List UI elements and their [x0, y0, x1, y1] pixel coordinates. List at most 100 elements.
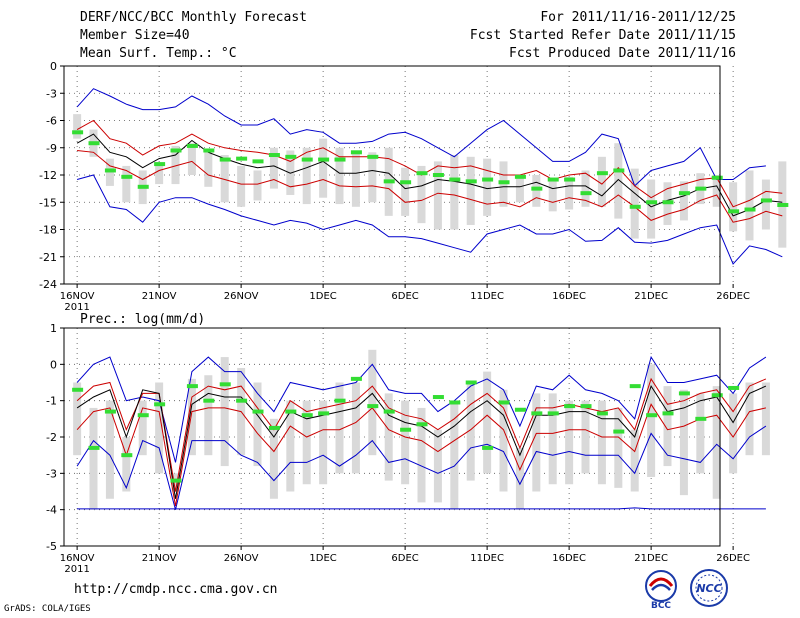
observed-marker: [236, 156, 248, 161]
observed-marker: [678, 391, 690, 396]
observed-marker: [449, 177, 461, 182]
precipitation-max-line: [76, 355, 767, 463]
ensemble-box: [450, 155, 459, 230]
ensemble-box: [532, 393, 541, 492]
x-tick-label: 1DEC: [309, 553, 336, 564]
x-tick-label: 26DEC: [716, 291, 750, 302]
observed-marker: [334, 157, 346, 162]
observed-marker: [137, 184, 149, 189]
observed-marker: [514, 407, 526, 412]
observed-marker: [432, 173, 444, 177]
observed-marker: [580, 404, 592, 409]
observed-marker: [531, 186, 543, 191]
observed-marker: [596, 411, 608, 416]
ensemble-box: [138, 400, 147, 456]
observed-marker: [646, 413, 658, 418]
x-tick-label: 21NOV: [142, 553, 177, 564]
observed-marker: [728, 385, 740, 390]
x-tick-label: 11DEC: [470, 553, 504, 564]
observed-marker: [88, 141, 100, 146]
ensemble-box: [351, 152, 360, 207]
observed-marker: [154, 402, 166, 407]
ensemble-box: [499, 389, 508, 492]
temperature-q75-line: [76, 119, 783, 208]
observed-marker: [383, 179, 395, 184]
observed-marker: [596, 171, 608, 176]
observed-marker: [629, 204, 641, 209]
ensemble-box: [237, 165, 246, 207]
chart-title: DERF/NCC/BCC Monthly Forecast: [80, 10, 307, 25]
ncc-logo-text: NCC: [696, 582, 721, 595]
ensemble-box: [761, 382, 770, 456]
ensemble-box: [253, 382, 262, 467]
y-tick-label: -12: [39, 169, 57, 182]
y-tick-label: -5: [46, 540, 57, 553]
ensemble-box: [417, 165, 426, 224]
ensemble-box: [319, 138, 328, 198]
y-tick-label: -15: [39, 196, 57, 209]
observed-marker: [498, 400, 510, 405]
observed-marker: [219, 382, 231, 387]
observed-marker: [104, 409, 116, 414]
precip-title: Prec.: log(mm/d): [80, 312, 205, 327]
ensemble-box: [368, 152, 377, 203]
observed-marker: [72, 130, 84, 135]
ensemble-box: [581, 170, 590, 207]
ensemble-box: [204, 152, 213, 187]
observed-marker: [465, 380, 477, 385]
ensemble-box: [565, 400, 574, 485]
observed-marker: [170, 478, 182, 483]
x-tick-label: 21NOV: [142, 291, 177, 302]
observed-marker: [564, 404, 576, 409]
observed-marker: [72, 387, 84, 392]
temperature-max-line: [76, 88, 766, 187]
x-tick-label: 16DEC: [552, 553, 586, 564]
y-tick-label: 0: [50, 358, 57, 371]
ensemble-box: [73, 382, 82, 456]
observed-marker: [728, 209, 740, 214]
y-tick-label: 0: [50, 60, 57, 73]
ensemble-box: [483, 371, 492, 474]
ensemble-box: [466, 382, 475, 481]
observed-marker: [367, 154, 379, 159]
ensemble-box: [89, 407, 98, 510]
observed-marker: [203, 148, 215, 153]
ensemble-box: [122, 437, 131, 492]
y-tick-label: -9: [46, 142, 57, 155]
temperature-q25-line: [77, 150, 783, 223]
observed-marker: [400, 427, 412, 432]
precipitation-q75-line: [76, 377, 767, 492]
x-tick-label: 21DEC: [634, 291, 668, 302]
observed-marker: [367, 404, 379, 409]
observed-marker: [711, 175, 723, 180]
y-tick-label: 1: [50, 322, 57, 335]
ensemble-box: [302, 400, 311, 485]
observed-marker: [285, 154, 297, 159]
ensemble-box: [679, 389, 688, 496]
ensemble-box: [286, 400, 295, 492]
observed-marker: [268, 153, 280, 158]
observed-marker: [170, 148, 182, 153]
observed-marker: [186, 384, 198, 389]
observed-marker: [137, 413, 149, 418]
y-tick-label: -21: [39, 251, 57, 264]
y-tick-label: -3: [46, 87, 57, 100]
observed-marker: [301, 413, 313, 418]
observed-marker: [449, 400, 461, 405]
ensemble-box: [614, 407, 623, 488]
observed-marker: [662, 411, 674, 416]
ensemble-box: [335, 382, 344, 474]
observed-marker: [564, 177, 576, 182]
ensemble-box: [73, 114, 82, 139]
x-year-label: 2011: [64, 302, 89, 313]
observed-marker: [646, 200, 658, 205]
ensemble-box: [368, 349, 377, 456]
ensemble-box: [204, 375, 213, 456]
ensemble-box: [187, 143, 196, 175]
x-tick-label: 16NOV: [60, 553, 95, 564]
source-url-link[interactable]: http://cmdp.ncc.cma.gov.cn: [74, 582, 278, 597]
ensemble-box: [565, 176, 574, 210]
observed-marker: [334, 398, 346, 403]
